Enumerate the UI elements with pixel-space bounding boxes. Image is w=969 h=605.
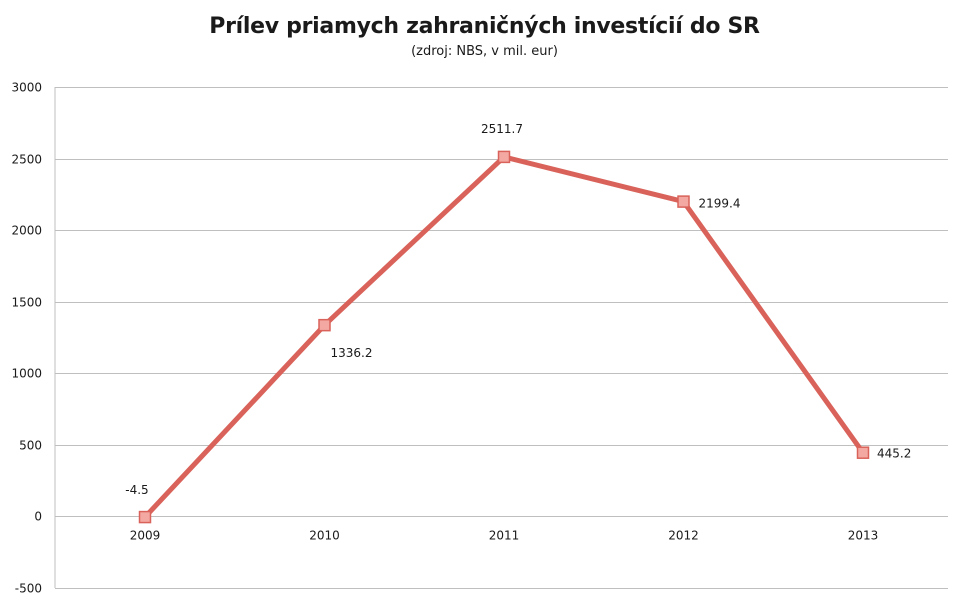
x-tick-label: 2012 <box>668 528 699 542</box>
data-point-marker <box>318 318 331 332</box>
data-label: 2511.7 <box>481 122 523 136</box>
y-tick-label: 500 <box>19 439 42 453</box>
x-tick-label: 2010 <box>309 528 340 542</box>
data-point-marker <box>497 150 511 164</box>
y-tick-label: 1000 <box>11 367 42 381</box>
data-label: 2199.4 <box>699 197 741 211</box>
y-tick-label: 3000 <box>11 81 42 95</box>
y-tick-label: -500 <box>15 582 42 596</box>
chart-title: Prílev priamych zahraničných investícií … <box>209 14 760 39</box>
x-tick-label: 2011 <box>489 528 520 542</box>
data-label: 445.2 <box>877 447 911 461</box>
gridlines <box>54 87 948 589</box>
y-tick-label: 0 <box>34 510 42 524</box>
data-labels: -4.5 1336.2 2511.7 2199.4 445.2 <box>125 122 911 497</box>
data-point-marker <box>138 510 152 524</box>
series-markers <box>138 150 870 524</box>
data-point-marker <box>856 446 870 459</box>
y-axis-tick-labels: 3000 2500 2000 1500 1000 500 0 -500 <box>11 81 42 596</box>
y-tick-label: 1500 <box>11 296 42 310</box>
data-label: 1336.2 <box>331 346 373 360</box>
data-point-marker <box>677 195 690 208</box>
x-tick-label: 2009 <box>130 528 161 542</box>
x-tick-label: 2013 <box>848 528 879 542</box>
data-label: -4.5 <box>125 483 148 497</box>
series-line <box>142 154 866 520</box>
series-polyline <box>142 154 866 520</box>
y-tick-label: 2000 <box>11 224 42 238</box>
y-tick-label: 2500 <box>11 153 42 167</box>
x-axis-tick-labels: 2009 2010 2011 2012 2013 <box>130 528 879 542</box>
chart-subtitle: (zdroj: NBS, v mil. eur) <box>411 44 558 59</box>
